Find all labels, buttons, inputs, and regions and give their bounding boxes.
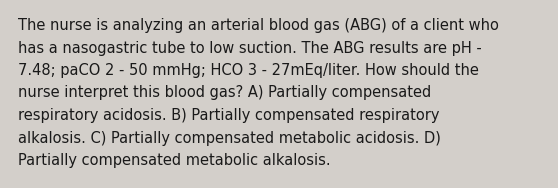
Text: Partially compensated metabolic alkalosis.: Partially compensated metabolic alkalosi… <box>18 153 331 168</box>
Text: 7.48; paCO 2 - 50 mmHg; HCO 3 - 27mEq/liter. How should the: 7.48; paCO 2 - 50 mmHg; HCO 3 - 27mEq/li… <box>18 63 479 78</box>
Text: The nurse is analyzing an arterial blood gas (ABG) of a client who: The nurse is analyzing an arterial blood… <box>18 18 499 33</box>
Text: has a nasogastric tube to low suction. The ABG results are pH -: has a nasogastric tube to low suction. T… <box>18 40 482 55</box>
Text: nurse interpret this blood gas? A) Partially compensated: nurse interpret this blood gas? A) Parti… <box>18 86 431 101</box>
Text: alkalosis. C) Partially compensated metabolic acidosis. D): alkalosis. C) Partially compensated meta… <box>18 130 441 146</box>
Text: respiratory acidosis. B) Partially compensated respiratory: respiratory acidosis. B) Partially compe… <box>18 108 440 123</box>
